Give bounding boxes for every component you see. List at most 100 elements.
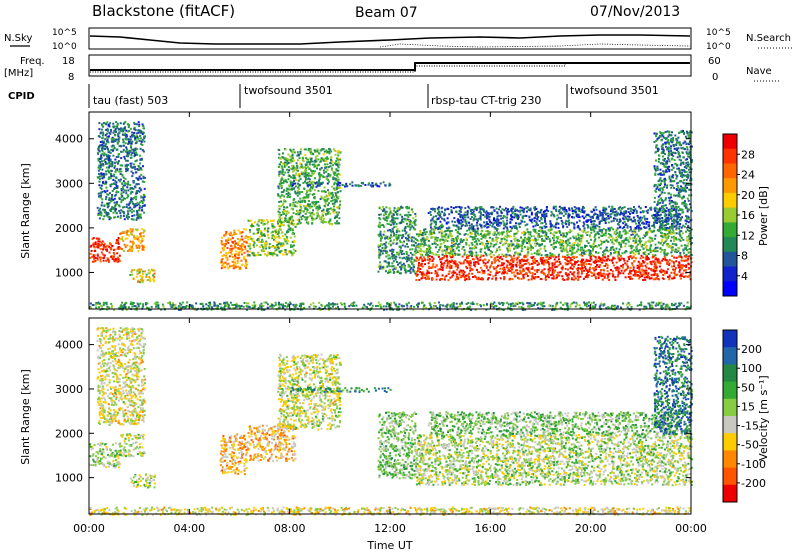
- power-echo-cell: [97, 242, 100, 245]
- power-echo-cell: [497, 264, 499, 267]
- power-echo-cell: [603, 275, 606, 278]
- power-echo-cell: [404, 232, 407, 235]
- power-echo-cell: [294, 177, 297, 180]
- power-echo-cell: [337, 165, 340, 168]
- power-echo-cell: [311, 201, 314, 204]
- power-echo-cell: [398, 272, 401, 275]
- power-echo-cell: [463, 275, 466, 278]
- power-echo-cell: [570, 253, 573, 256]
- power-echo-cell: [226, 247, 229, 249]
- power-echo-cell: [335, 186, 338, 189]
- power-echo-cell: [565, 250, 568, 253]
- power-echo-cell: [237, 229, 240, 232]
- power-echo-cell: [558, 261, 561, 263]
- power-echo-cell: [685, 244, 688, 247]
- power-echo-cell: [621, 252, 624, 255]
- power-echo-cell: [134, 129, 137, 132]
- power-echo-cell: [569, 257, 572, 260]
- power-echo-cell: [645, 258, 648, 261]
- power-echo-cell: [503, 262, 505, 265]
- power-echo-cell: [119, 122, 122, 125]
- power-echo-cell: [335, 157, 338, 160]
- power-echo-cell: [135, 151, 137, 154]
- power-echo-cell: [334, 192, 337, 195]
- power-echo-cell: [336, 176, 339, 179]
- power-echo-cell: [550, 254, 552, 257]
- power-echo-cell: [564, 255, 566, 258]
- power-echo-cell: [431, 266, 434, 269]
- power-echo-cell: [634, 235, 636, 238]
- power-echo-cell: [311, 170, 314, 173]
- power-echo-cell: [584, 267, 587, 270]
- power-echo-cell: [458, 271, 461, 274]
- power-echo-cell: [102, 164, 105, 167]
- power-echo-cell: [549, 239, 552, 242]
- power-echo-cell: [499, 264, 502, 267]
- power-echo-cell: [131, 233, 133, 236]
- power-echo-cell: [126, 229, 129, 232]
- power-echo-cell: [331, 160, 334, 163]
- power-echo-cell: [456, 266, 459, 269]
- power-echo-cell: [292, 182, 295, 185]
- power-echo-cell: [325, 195, 328, 198]
- power-echo-cell: [336, 222, 339, 225]
- power-echo-cell: [558, 271, 561, 274]
- power-echo-cell: [401, 206, 404, 209]
- power-echo-cell: [324, 175, 326, 178]
- power-echo-cell: [134, 203, 137, 206]
- power-echo-cell: [535, 232, 538, 235]
- power-echo-cell: [291, 251, 294, 254]
- power-echo-cell: [607, 233, 610, 235]
- power-echo-cell: [318, 168, 321, 171]
- power-echo-cell: [141, 248, 144, 251]
- power-echo-cell: [576, 249, 579, 252]
- power-echo-cell: [284, 249, 287, 251]
- power-echo-cell: [137, 165, 140, 167]
- power-echo-cell: [287, 153, 290, 156]
- power-echo-cell: [288, 158, 290, 161]
- power-echo-cell: [431, 265, 434, 268]
- power-echo-cell: [302, 160, 305, 163]
- power-echo-cell: [427, 248, 430, 251]
- power-echo-cell: [130, 218, 133, 221]
- power-echo-cell: [581, 260, 584, 263]
- power-echo-cell: [138, 247, 141, 250]
- power-echo-cell: [132, 278, 135, 280]
- power-echo-cell: [503, 269, 506, 272]
- power-echo-cell: [552, 268, 554, 270]
- power-echo-cell: [122, 191, 125, 194]
- power-echo-cell: [133, 214, 136, 217]
- power-echo-cell: [282, 210, 285, 213]
- power-echo-cell: [292, 177, 295, 180]
- power-echo-cell: [292, 219, 295, 222]
- power-echo-cell: [329, 165, 332, 168]
- power-echo-cell: [573, 246, 576, 249]
- power-echo-cell: [557, 264, 560, 267]
- power-echo-cell: [410, 260, 413, 263]
- power-echo-cell: [116, 168, 119, 171]
- power-echo-cell: [675, 256, 678, 259]
- power-echo-cell: [582, 231, 585, 234]
- power-echo-cell: [550, 267, 553, 270]
- power-echo-cell: [108, 197, 111, 200]
- power-echo-cell: [468, 261, 471, 264]
- power-echo-cell: [113, 188, 115, 191]
- power-echo-cell: [309, 184, 311, 187]
- power-echo-cell: [430, 233, 433, 236]
- nsearch-trace: [379, 43, 691, 48]
- power-echo-cell: [291, 170, 294, 173]
- power-echo-cell: [506, 247, 509, 250]
- power-echo-cell: [296, 202, 299, 205]
- power-echo-cell: [233, 243, 236, 246]
- power-echo-cell: [633, 249, 636, 252]
- power-echo-cell: [638, 249, 641, 252]
- power-echo-cell: [420, 273, 423, 276]
- power-echo-cell: [492, 233, 495, 236]
- power-echo-cell: [117, 242, 120, 245]
- power-echo-cell: [336, 213, 339, 216]
- power-echo-cell: [612, 242, 615, 245]
- power-echo-cell: [258, 239, 260, 242]
- power-echo-cell: [492, 245, 495, 248]
- power-echo-cell: [407, 211, 410, 214]
- power-echo-cell: [105, 153, 108, 156]
